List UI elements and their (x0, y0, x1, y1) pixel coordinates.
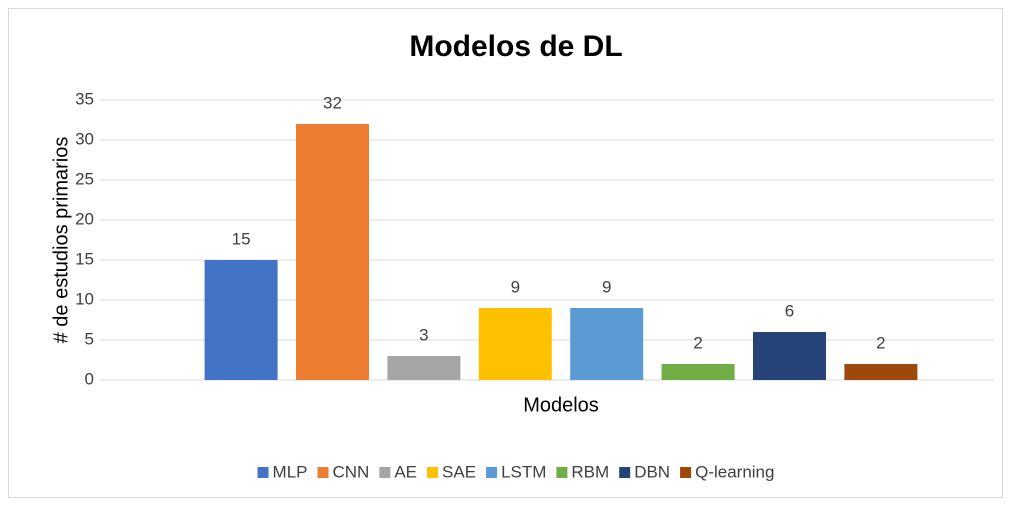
y-tick-label: 25 (75, 169, 94, 188)
data-label: 2 (876, 333, 885, 352)
bar (478, 308, 552, 380)
y-tick-label: 35 (75, 89, 94, 108)
legend-label: CNN (333, 462, 370, 481)
legend-swatch (427, 467, 439, 478)
y-tick-label: 15 (75, 249, 94, 268)
legend-label: Q-learning (695, 462, 774, 481)
chart-border (8, 8, 1003, 498)
y-tick-label: 5 (85, 329, 94, 348)
bar (204, 260, 278, 380)
legend-label: LSTM (501, 462, 546, 481)
data-label: 32 (323, 93, 342, 112)
data-label: 15 (232, 229, 251, 248)
chart-title: Modelos de DL (409, 30, 622, 63)
data-label: 6 (785, 301, 794, 320)
legend-swatch (680, 467, 692, 478)
legend-swatch (379, 467, 391, 478)
legend-label: SAE (442, 462, 476, 481)
bar (570, 308, 644, 380)
legend-swatch (556, 467, 568, 478)
legend-label: MLP (273, 462, 308, 481)
x-axis-title: Modelos (523, 394, 599, 416)
legend-swatch (317, 467, 329, 478)
legend-label: DBN (634, 462, 670, 481)
legend-swatch (486, 467, 498, 478)
data-label: 2 (693, 333, 702, 352)
y-tick-label: 20 (75, 209, 94, 228)
legend-label: RBM (571, 462, 609, 481)
bar (296, 124, 369, 380)
legend-swatch (619, 467, 631, 478)
bar (844, 364, 918, 380)
bar (753, 332, 826, 380)
bar (387, 356, 461, 380)
y-axis-title: # de estudios primarios (50, 137, 72, 344)
bar (661, 364, 735, 380)
y-tick-label: 30 (75, 129, 94, 148)
data-label: 9 (511, 277, 520, 296)
legend-swatch (257, 467, 269, 478)
data-label: 9 (602, 277, 611, 296)
y-tick-label: 0 (85, 369, 94, 388)
data-label: 3 (419, 325, 428, 344)
legend-label: AE (394, 462, 417, 481)
y-tick-label: 10 (75, 289, 94, 308)
